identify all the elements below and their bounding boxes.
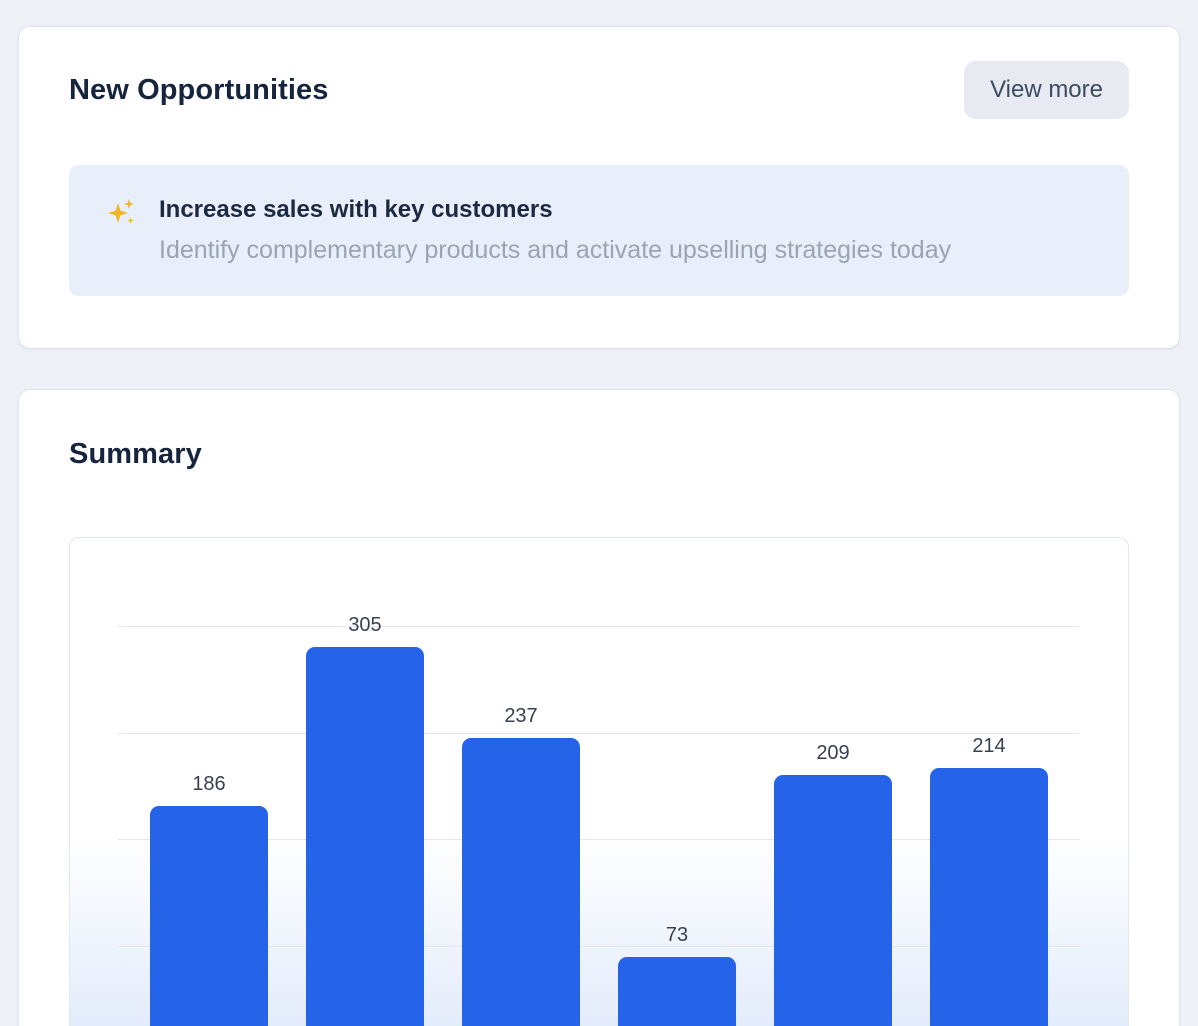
bar-value-label: 305	[348, 613, 382, 636]
suggestion-title: Increase sales with key customers	[159, 196, 553, 223]
bar	[462, 737, 580, 1026]
gridline	[118, 732, 1080, 734]
bar	[930, 768, 1048, 1026]
suggestion-banner[interactable]: Increase sales with key customers Identi…	[69, 165, 1129, 296]
bar-group: 214	[930, 734, 1048, 1026]
bar-group: 186	[150, 772, 268, 1026]
bar-group: 305	[306, 613, 424, 1026]
page-title: New Opportunities	[69, 74, 329, 106]
summary-card: Summary 186 305 237 73 209 214	[18, 389, 1180, 1026]
sparkles-icon	[105, 197, 137, 229]
summary-title: Summary	[69, 438, 202, 470]
view-more-button[interactable]: View more	[964, 61, 1129, 119]
bar-value-label: 186	[192, 772, 226, 795]
summary-bar-chart: 186 305 237 73 209 214	[69, 537, 1129, 1026]
suggestion-subtitle: Identify complementary products and acti…	[159, 236, 952, 264]
bar-chart-plot: 186 305 237 73 209 214	[118, 538, 1080, 1026]
bar-value-label: 209	[816, 741, 850, 764]
gridline	[118, 625, 1080, 627]
bar-value-label: 237	[504, 704, 538, 727]
bars-row: 186 305 237 73 209 214	[118, 538, 1080, 1026]
bar	[618, 956, 736, 1026]
bar-value-label: 73	[665, 923, 689, 946]
new-opportunities-card: New Opportunities View more Increase sal…	[18, 26, 1180, 349]
suggestion-text: Increase sales with key customers Identi…	[159, 195, 951, 266]
bar	[774, 774, 892, 1026]
card-header: New Opportunities View more	[69, 61, 1129, 119]
bar-group: 237	[462, 704, 580, 1026]
bar-group: 73	[618, 923, 736, 1026]
bar	[306, 646, 424, 1026]
bar-value-label: 214	[972, 735, 1006, 758]
gridline	[118, 839, 1080, 841]
bar	[150, 805, 268, 1026]
bar-group: 209	[774, 741, 892, 1026]
gridline	[118, 946, 1080, 948]
